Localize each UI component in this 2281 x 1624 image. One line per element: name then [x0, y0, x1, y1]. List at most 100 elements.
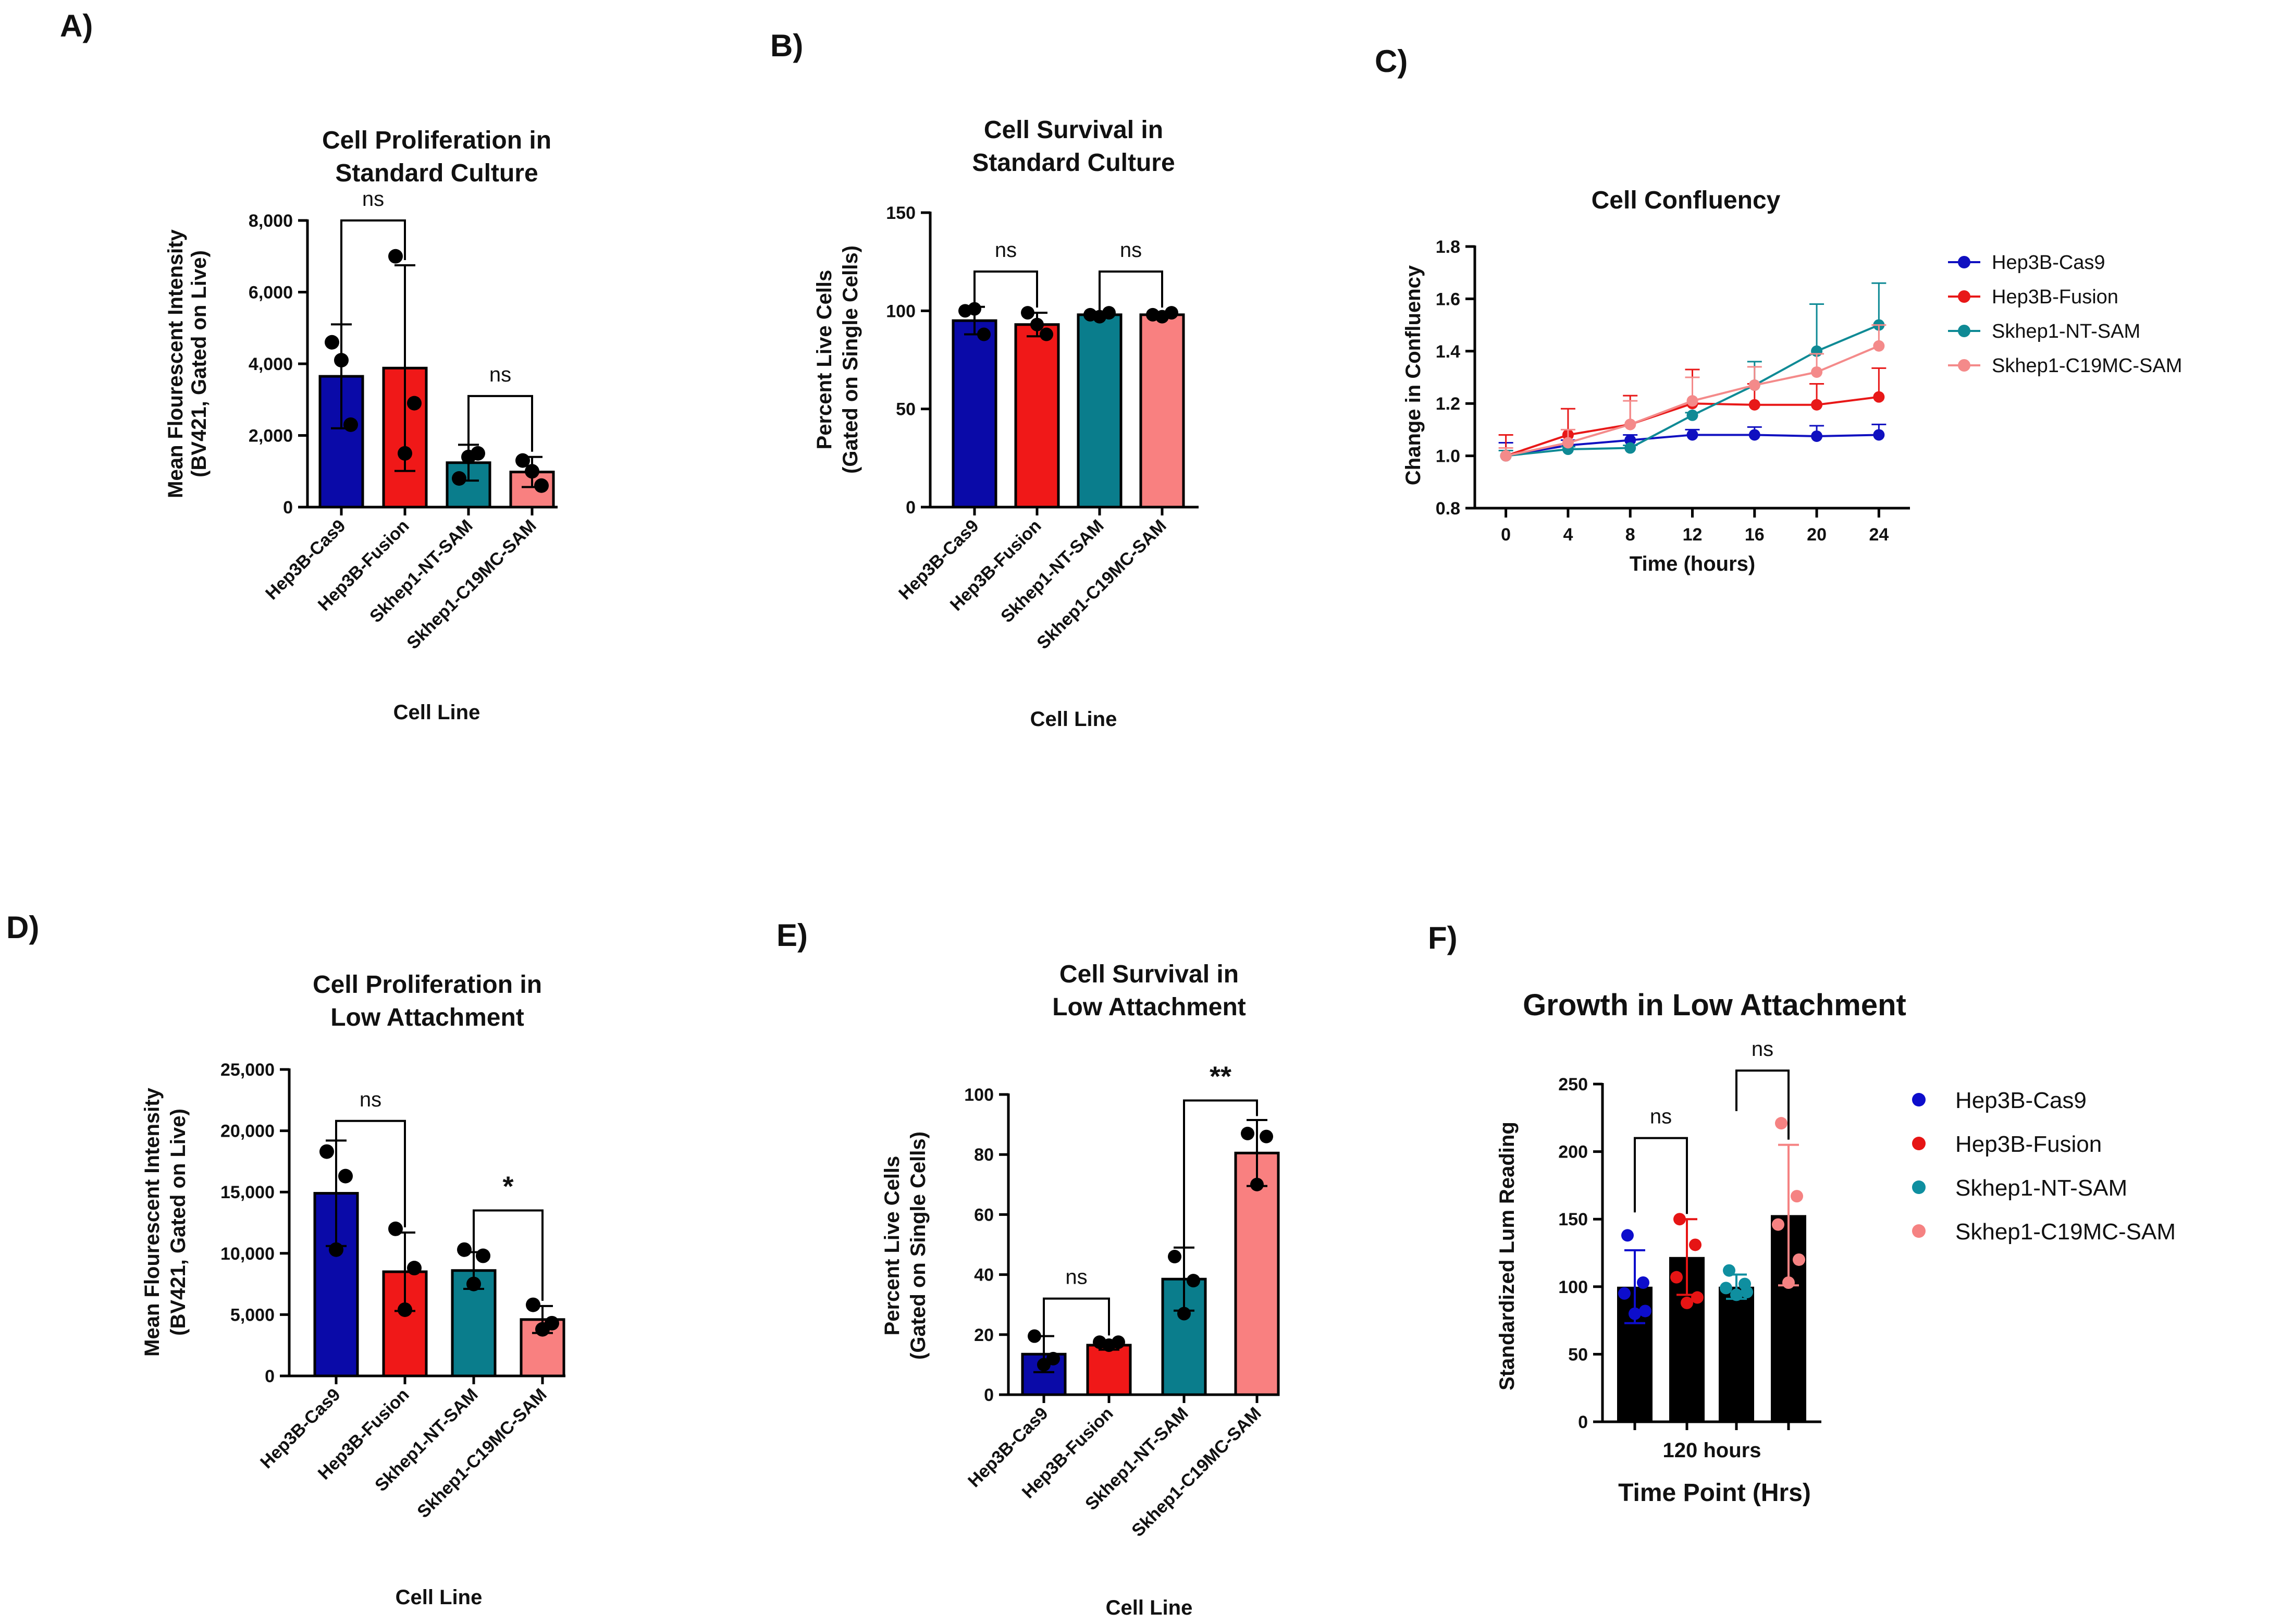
y-tick-label: 1.0 [1436, 447, 1460, 466]
data-point [1772, 1218, 1784, 1231]
data-point [1748, 379, 1760, 391]
data-point [1562, 437, 1574, 449]
chart-title: Cell Confluency [1592, 187, 1781, 214]
y-axis-label-line: Percent Live Cells [813, 270, 836, 450]
significance-label: * [502, 1171, 513, 1202]
data-point [1791, 1190, 1803, 1203]
data-point [1811, 430, 1823, 442]
legend-swatch [1912, 1224, 1926, 1238]
data-point [1624, 442, 1636, 454]
data-point [1618, 1287, 1631, 1300]
data-point [526, 1297, 540, 1312]
data-point [1030, 317, 1044, 331]
panel-label-d: D) [6, 910, 39, 945]
data-point [1168, 1250, 1181, 1264]
panel-label-b: B) [770, 28, 803, 63]
significance-bracket [335, 1119, 406, 1227]
data-point [1639, 1305, 1651, 1318]
data-point [1811, 366, 1823, 378]
data-point [1720, 1282, 1732, 1295]
x-axis-label: Time Point (Hrs) [1618, 1479, 1811, 1507]
data-point [1250, 1177, 1264, 1191]
data-point [1021, 306, 1034, 320]
y-tick-label: 1.6 [1436, 289, 1460, 309]
legend-label: Hep3B-Fusion [1955, 1131, 2102, 1157]
data-point [407, 396, 422, 411]
y-tick-label: 0 [984, 1385, 994, 1405]
data-point [1670, 1271, 1683, 1284]
data-point [1686, 429, 1698, 441]
y-tick-label: 100 [886, 301, 916, 321]
data-point [1500, 450, 1512, 462]
chart-d: Cell Proliferation in Low Attachment 0 5,00… [141, 971, 565, 1609]
data-point [515, 453, 530, 468]
data-point [1629, 1307, 1641, 1320]
chart-f: Growth in Low Attachment 0 50 100 150 200 250 S… [1496, 988, 2176, 1507]
x-tick-label: 4 [1563, 525, 1573, 545]
chart-title-line: Growth in Low Attachment [1523, 988, 1906, 1022]
chart-title-line: Standard Culture [335, 159, 538, 187]
data-point [1177, 1307, 1191, 1321]
x-tick-label: 0 [1501, 525, 1511, 545]
y-tick-label: 50 [1568, 1345, 1588, 1364]
chart-title-line: Cell Proliferation in [322, 127, 551, 154]
data-point [329, 1242, 343, 1257]
y-tick-label: 4,000 [249, 354, 293, 374]
significance-label: ns [995, 239, 1017, 262]
y-axis-label-line: (Gated on Single Cells) [907, 1131, 930, 1360]
significance-label: ** [1210, 1061, 1231, 1092]
data-point [1748, 429, 1760, 441]
x-tick-label: 12 [1683, 525, 1703, 545]
y-axis-label-line: Mean Flourescent Intensity [164, 229, 187, 498]
data-point [1689, 1238, 1701, 1251]
bar [952, 319, 997, 509]
data-point [457, 1242, 472, 1257]
data-point [1686, 409, 1698, 421]
data-point [1873, 340, 1885, 352]
significance-bracket [1735, 1069, 1790, 1140]
legend-label: Skhep1-NT-SAM [1955, 1175, 2127, 1201]
data-point [1624, 434, 1636, 446]
data-point [343, 417, 358, 432]
data-point [535, 1322, 550, 1337]
chart-title-line: Cell Survival in [984, 116, 1163, 144]
bar [1086, 1344, 1132, 1396]
data-point [319, 1144, 334, 1159]
y-tick-label: 100 [1558, 1277, 1588, 1297]
data-point [1873, 391, 1885, 403]
bar [1719, 1286, 1754, 1422]
data-point [1681, 1296, 1693, 1309]
chart-title-line: Standard Culture [972, 149, 1175, 177]
legend-swatch-marker [1958, 256, 1970, 268]
data-point [1037, 1358, 1051, 1372]
data-point [977, 327, 991, 341]
panel-label-e: E) [776, 918, 808, 953]
data-point [1102, 1338, 1116, 1352]
y-tick-label: 0 [283, 498, 293, 518]
y-axis-label-line: (BV421, Gated on Live) [167, 1109, 190, 1336]
significance-label: ns [362, 188, 384, 211]
y-tick-label: 200 [1558, 1142, 1588, 1162]
bar [1014, 323, 1060, 509]
significance-label: ns [1120, 239, 1142, 262]
y-axis-label: Change in Confluency [1402, 265, 1425, 485]
data-point [1793, 1253, 1805, 1266]
y-tick-label: 60 [974, 1205, 994, 1225]
data-point [476, 1248, 490, 1263]
bar [1234, 1151, 1280, 1396]
y-axis-label-line: Mean Flourescent Intensity [141, 1087, 164, 1356]
y-tick-label: 2,000 [249, 426, 293, 446]
significance-bracket [1634, 1137, 1688, 1214]
x-axis-label: Cell Line [393, 701, 480, 724]
data-point [1040, 327, 1053, 341]
significance-bracket [467, 395, 533, 452]
legend-label: Hep3B-Cas9 [1992, 252, 2105, 274]
significance-label: ns [1065, 1266, 1087, 1289]
data-point [334, 353, 349, 368]
legend-swatch [1912, 1137, 1926, 1150]
data-point [1673, 1213, 1686, 1226]
y-tick-label: 250 [1558, 1075, 1588, 1094]
significance-bracket [1099, 270, 1163, 312]
x-tick-label: Skhep1-NT-SAM [997, 516, 1108, 627]
